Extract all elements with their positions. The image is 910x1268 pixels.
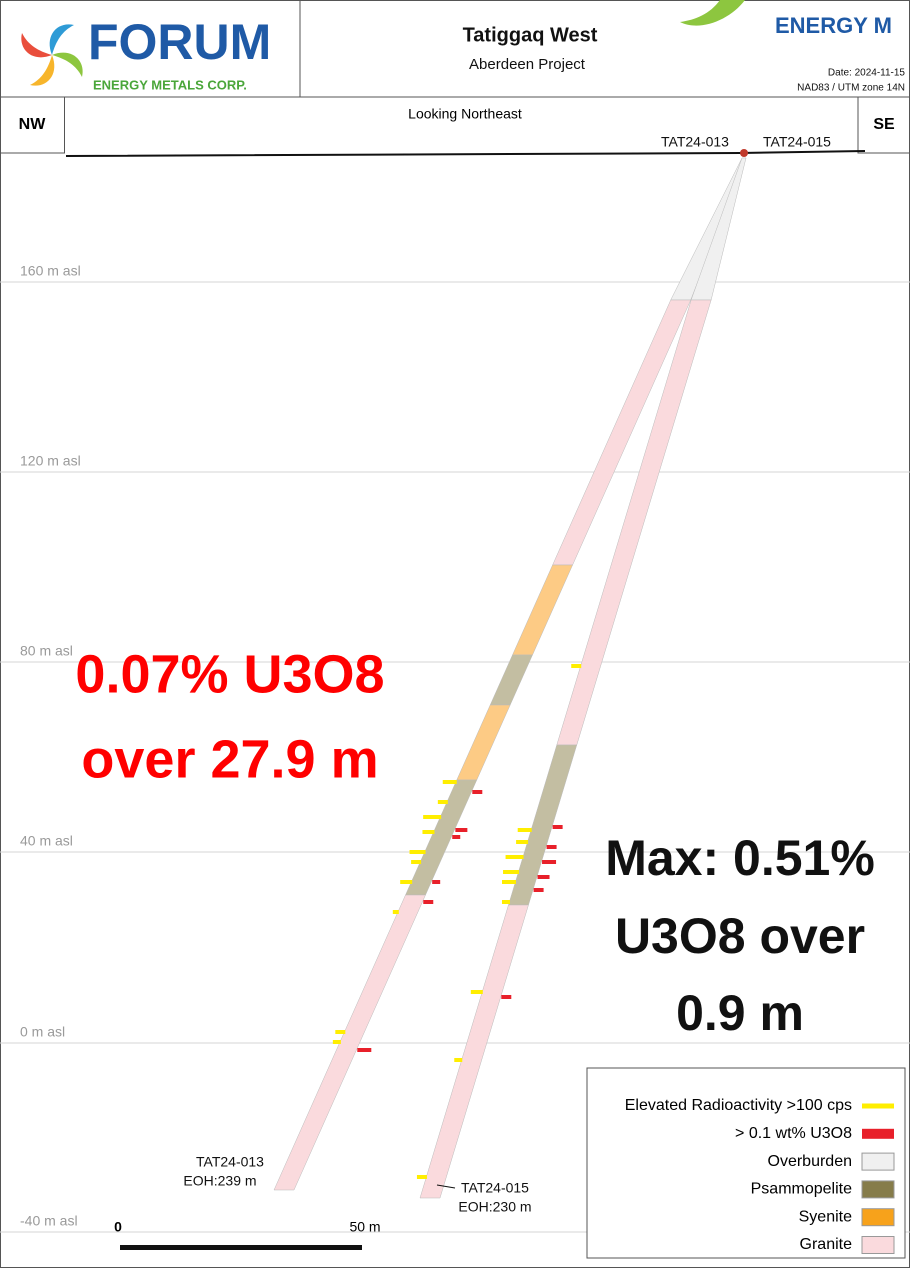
legend-label: > 0.1 wt% U3O8 — [735, 1125, 852, 1142]
assay-tick — [537, 875, 550, 879]
annotation: over 27.9 m — [81, 729, 378, 789]
assay-tick — [503, 870, 520, 874]
assay-tick — [409, 850, 426, 854]
legend-swatch — [861, 1180, 895, 1199]
right-logo: ENERGY M — [775, 13, 892, 38]
assay-tick — [422, 830, 435, 834]
collar — [740, 149, 748, 157]
assay-tick — [423, 900, 434, 904]
assay-tick — [516, 840, 529, 844]
legend-swatch — [861, 1236, 895, 1254]
logo-tagline: ENERGY METALS CORP. — [93, 77, 247, 92]
elevation-label: 40 m asl — [20, 833, 73, 849]
assay-tick — [501, 995, 512, 999]
legend-swatch — [861, 1152, 895, 1171]
hole-eoh: EOH:239 m — [183, 1173, 256, 1189]
assay-tick — [423, 815, 442, 819]
view-label: Looking Northeast — [408, 106, 522, 122]
assay-tick — [392, 910, 399, 914]
scale-bar — [120, 1245, 362, 1250]
se-label: SE — [873, 116, 895, 133]
assay-tick — [546, 845, 557, 849]
assay-tick — [357, 1048, 372, 1052]
assay-tick — [442, 780, 457, 784]
legend-box — [586, 1067, 906, 1259]
legend-label: Overburden — [768, 1153, 853, 1170]
assay-tick — [411, 860, 422, 864]
leader — [436, 1184, 456, 1189]
legend-swatch — [862, 1128, 894, 1139]
assay-tick — [454, 1058, 463, 1062]
date: Date: 2024-11-15 — [828, 68, 906, 79]
assay-tick — [452, 835, 461, 839]
legend-swatch — [862, 1103, 894, 1109]
assay-tick — [432, 880, 441, 884]
elevation-label: 0 m asl — [20, 1024, 65, 1040]
assay-tick — [533, 888, 544, 892]
hole-end-name: TAT24-015 — [461, 1180, 529, 1196]
assay-tick — [472, 790, 483, 794]
assay-tick — [332, 1040, 341, 1044]
nw-label: NW — [19, 116, 47, 133]
assay-tick — [552, 825, 563, 829]
legend-label: Elevated Radioactivity >100 cps — [625, 1097, 852, 1114]
projection: NAD83 / UTM zone 14N — [797, 83, 905, 94]
assay-tick — [437, 800, 448, 804]
title: Tatiggaq West — [463, 24, 598, 46]
assay-tick — [400, 880, 413, 884]
assay-tick — [517, 828, 532, 832]
nw-box — [0, 96, 65, 154]
annotation: Max: 0.51% — [605, 830, 875, 886]
legend-swatch — [861, 1208, 895, 1227]
hole-interval — [419, 904, 529, 1199]
scale-end: 50 m — [349, 1219, 380, 1235]
elevation-label: -40 m asl — [20, 1213, 78, 1229]
assay-tick — [571, 664, 582, 668]
elevation-label: 120 m asl — [20, 453, 81, 469]
hole-end-name: TAT24-013 — [196, 1154, 264, 1170]
assay-tick — [455, 828, 468, 832]
assay-tick — [501, 900, 510, 904]
hole-name: TAT24-013 — [661, 134, 729, 150]
elevation-label: 80 m asl — [20, 643, 73, 659]
assay-tick — [502, 880, 517, 884]
assay-tick — [505, 855, 524, 859]
logo-mark — [21, 24, 83, 86]
hole-eoh: EOH:230 m — [458, 1199, 531, 1215]
elevation-label: 160 m asl — [20, 263, 81, 279]
assay-tick — [470, 990, 483, 994]
hole-name: TAT24-015 — [763, 134, 831, 150]
hole-interval — [273, 894, 426, 1191]
logo-name: FORUM — [88, 14, 271, 70]
legend-label: Syenite — [799, 1208, 852, 1225]
legend-label: Psammopelite — [751, 1181, 852, 1198]
annotation: U3O8 over — [615, 908, 865, 964]
assay-tick — [335, 1030, 346, 1034]
annotation: 0.9 m — [676, 985, 804, 1041]
subtitle: Aberdeen Project — [469, 56, 586, 73]
annotation: 0.07% U3O8 — [75, 644, 384, 704]
assay-tick — [416, 1175, 427, 1179]
assay-tick — [542, 860, 557, 864]
legend-label: Granite — [800, 1236, 853, 1253]
right-logo-mark — [680, 0, 745, 26]
scale-start: 0 — [114, 1219, 122, 1235]
